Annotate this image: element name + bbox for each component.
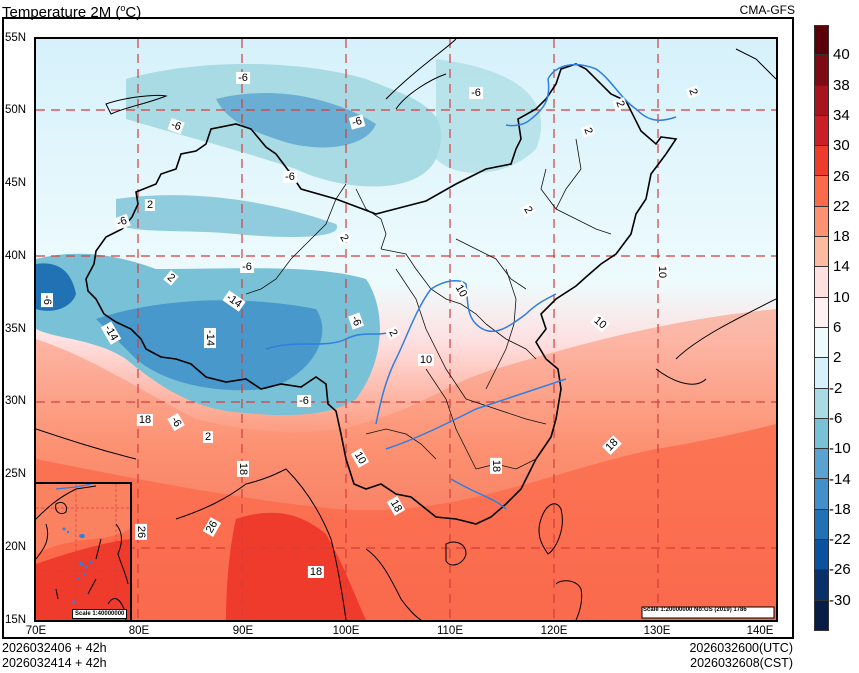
inset-map-svg xyxy=(36,484,130,620)
title-text: Temperature 2M ( xyxy=(2,4,121,21)
map-plot xyxy=(34,37,778,622)
figure-frame xyxy=(2,17,794,639)
colorbar-tick-label: -2 xyxy=(829,379,843,397)
colorbar-box xyxy=(814,600,829,631)
colorbar-box xyxy=(814,237,829,268)
title-unit: C) xyxy=(125,4,142,21)
colorbar-tick-label: -22 xyxy=(829,531,851,549)
main-scale-label: Scale 1:20000000 No:GS (2019) 1786 xyxy=(643,607,747,613)
cold-core-mongolia xyxy=(216,93,376,148)
colorbar-tick-label: 30 xyxy=(833,137,850,155)
colorbar-tick-label: 38 xyxy=(833,76,850,94)
colorbar-box xyxy=(814,418,829,450)
lat-label-15n: 15N xyxy=(5,614,27,626)
colorbar-tick-label: 34 xyxy=(833,106,850,124)
colorbar-box xyxy=(814,358,829,389)
colorbar-tick-label: -30 xyxy=(829,591,851,609)
colorbar-tick-label: -10 xyxy=(829,440,851,458)
colorbar-tick-label: -18 xyxy=(829,500,851,518)
lon-label-100e: 100E xyxy=(332,625,360,637)
hot-region xyxy=(36,424,776,620)
colorbar-tick-label: 6 xyxy=(833,319,842,336)
china-border xyxy=(85,63,678,525)
inset-scale-label: Scale 1:40000000 xyxy=(72,609,128,619)
temperature-map-svg xyxy=(36,39,776,620)
graticule xyxy=(36,39,776,620)
colorbar-tick-label: 18 xyxy=(833,228,850,246)
coastlines xyxy=(36,39,776,620)
colorbar-tick-label: -6 xyxy=(829,409,843,427)
colorbar-box xyxy=(814,55,829,86)
lon-label-90e: 90E xyxy=(232,625,254,637)
lat-label-25n: 25N xyxy=(5,468,27,480)
colorbar-tick-label: -26 xyxy=(829,561,851,579)
cold-region-north xyxy=(436,59,542,173)
colorbar-box xyxy=(814,327,829,359)
colorbar-box xyxy=(814,479,829,510)
colorbar-box xyxy=(814,176,829,207)
lon-label-80e: 80E xyxy=(128,625,150,637)
colorbar-box xyxy=(814,449,829,480)
colorbar-box xyxy=(814,570,829,601)
model-name: CMA-GFS xyxy=(739,3,795,17)
province-boundaries xyxy=(245,138,612,470)
lat-label-45n: 45N xyxy=(5,177,27,189)
colorbar-box xyxy=(814,388,829,419)
colorbar-box xyxy=(814,146,829,177)
lon-label-110e: 110E xyxy=(436,625,464,637)
colorbar-tick-label: 26 xyxy=(833,167,850,185)
colorbar-box xyxy=(814,509,829,541)
colorbar-box xyxy=(814,267,829,298)
colorbar-box xyxy=(814,540,829,571)
lon-label-130e: 130E xyxy=(643,625,671,637)
colorbar-box xyxy=(814,206,829,238)
colorbar-box xyxy=(814,297,829,328)
valid-time-cst: 2026032608(CST) xyxy=(690,656,793,670)
colorbar-tick-label: 14 xyxy=(833,258,850,276)
lon-label-70e: 70E xyxy=(25,625,47,637)
cold-region-tianshan xyxy=(116,195,338,237)
lon-label-140e: 140E xyxy=(746,625,774,637)
colorbar-box xyxy=(814,25,829,56)
colorbar-tick-label: 40 xyxy=(833,46,850,64)
valid-time-utc: 2026032600(UTC) xyxy=(689,641,793,655)
init-time-2: 2026032414 + 42h xyxy=(2,656,107,670)
south-china-sea-inset xyxy=(34,482,132,622)
init-time-1: 2026032406 + 42h xyxy=(2,641,107,655)
hot-core-india xyxy=(226,512,366,620)
colorbar-tick-label: 2 xyxy=(833,349,842,367)
main-scale-bar xyxy=(641,606,775,619)
colorbar-tick-label: -14 xyxy=(829,470,851,488)
colorbar-tick-label: 22 xyxy=(833,197,850,215)
colorbar-tick-label: 10 xyxy=(833,288,850,306)
colorbar xyxy=(814,25,829,631)
lat-label-20n: 20N xyxy=(5,541,27,553)
lat-label-40n: 40N xyxy=(5,250,27,262)
lat-label-50n: 50N xyxy=(5,104,27,116)
chart-title: Temperature 2M (oC) xyxy=(2,0,141,22)
lat-label-55n: 55N xyxy=(5,32,27,44)
colorbar-box xyxy=(814,85,829,116)
degree-symbol: o xyxy=(120,3,126,13)
colorbar-box xyxy=(814,115,829,147)
lat-label-35n: 35N xyxy=(5,323,27,335)
lon-label-120e: 120E xyxy=(540,625,568,637)
lat-label-30n: 30N xyxy=(5,395,27,407)
